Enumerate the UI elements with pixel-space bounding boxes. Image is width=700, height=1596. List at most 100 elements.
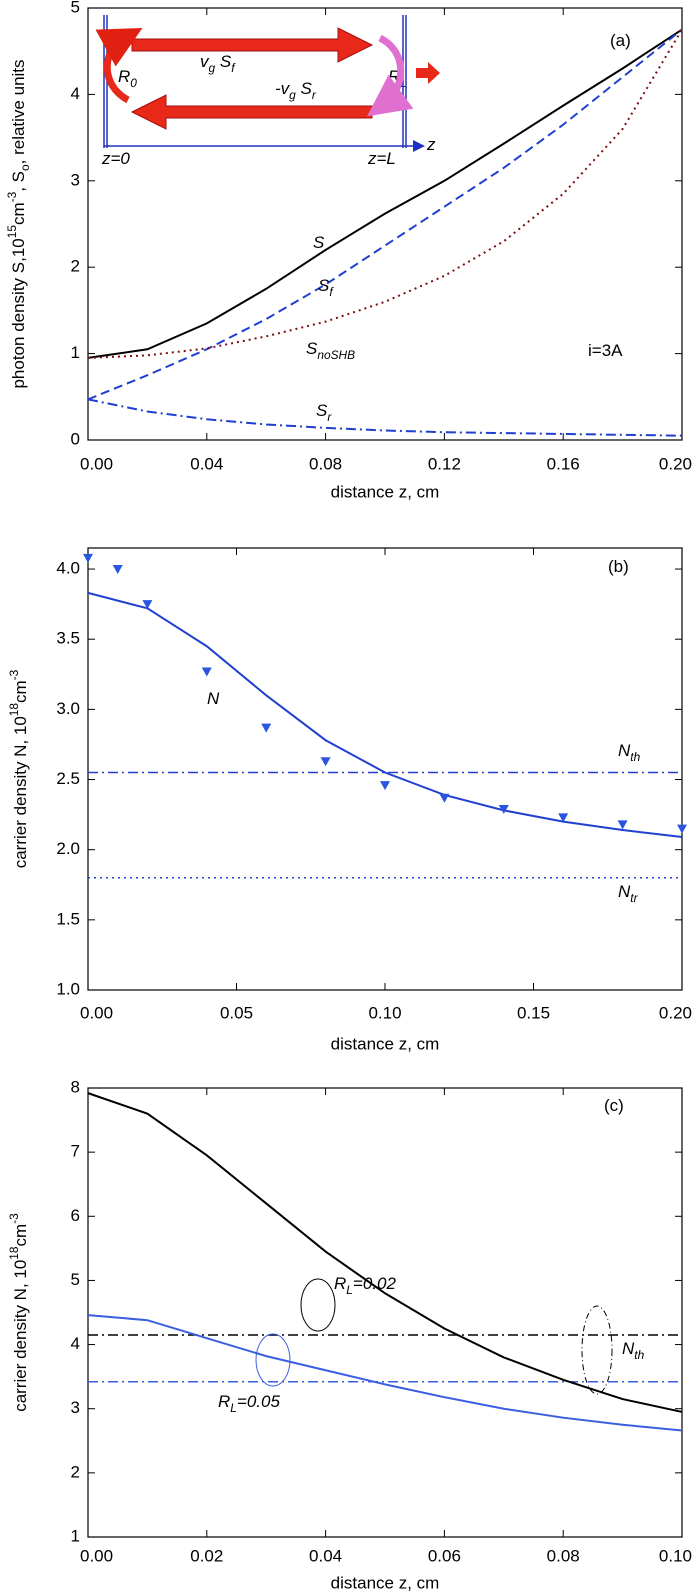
- label-part: cm: [11, 680, 30, 703]
- subscript: th: [630, 750, 640, 764]
- label: z=L: [367, 149, 396, 168]
- data-marker: [677, 824, 687, 834]
- subscript: L: [346, 1283, 353, 1297]
- x-tick-label: 0.00: [80, 1546, 113, 1565]
- data-marker: [83, 553, 93, 563]
- data-line: [87, 29, 683, 359]
- label: N: [207, 689, 220, 708]
- ellipses: [255, 1278, 613, 1395]
- label: R0: [118, 67, 137, 90]
- label: S: [313, 233, 325, 252]
- label: z: [426, 135, 436, 154]
- subscript: th: [634, 1348, 644, 1362]
- y-tick-label: 4: [71, 1334, 80, 1353]
- label-part: z=L: [367, 149, 396, 168]
- plot-frame: [87, 7, 683, 441]
- label-part: i=3A: [588, 341, 623, 360]
- superscript: 18: [7, 703, 21, 717]
- superscript: -3: [5, 191, 19, 202]
- y-tick-label: 3: [71, 170, 80, 189]
- label-part: =0.02: [353, 1274, 397, 1293]
- label: Sf: [318, 276, 334, 299]
- y-tick-label: 4: [71, 84, 80, 103]
- x-tick-label: 0.06: [428, 1546, 461, 1565]
- label-part: S: [318, 276, 330, 295]
- label: photon density S,1015cm-3, So, relative …: [5, 59, 32, 388]
- label: Ntr: [618, 882, 639, 905]
- label-part: N: [207, 689, 220, 708]
- data-marker: [142, 600, 153, 610]
- label-part: z=0: [101, 149, 130, 168]
- y-tick-label: 1.0: [56, 979, 80, 998]
- y-tick-label: 3: [71, 1398, 80, 1417]
- data-line: [87, 1092, 683, 1413]
- label-part: S: [313, 233, 325, 252]
- label-part: (c): [604, 1096, 624, 1115]
- label-part: N: [622, 1339, 635, 1358]
- label: vg Sf: [200, 52, 236, 75]
- data-marker: [261, 723, 272, 733]
- reflection-arrow: [367, 34, 414, 117]
- label-part: S: [306, 339, 318, 358]
- label: RL=0.05: [218, 1392, 280, 1415]
- label-part: cm: [9, 202, 28, 225]
- annotation-ellipse: [581, 1305, 613, 1395]
- subscript: o: [18, 164, 32, 171]
- superscript: -3: [7, 1213, 21, 1224]
- label-part: photon density S,10: [9, 238, 28, 388]
- subscript: noSHB: [317, 348, 355, 362]
- label-part: carrier density N, 10: [11, 716, 30, 868]
- annotation-ellipse: [255, 1333, 291, 1387]
- y-tick-label: 2: [71, 257, 80, 276]
- panel: 0.00 0.05 0.10 0.15 0.20 1.0 1.5 2.0 2.5 3.0 3.5 4.…: [7, 547, 692, 1053]
- label: Sr: [316, 401, 332, 424]
- plot-frame: [87, 547, 683, 991]
- label: SnoSHB: [306, 339, 355, 362]
- y-tick-label: 4.0: [56, 559, 80, 578]
- x-tick-label: 0.20: [659, 454, 692, 473]
- label-part: N: [618, 882, 631, 901]
- x-tick-label: 0.00: [80, 454, 113, 473]
- x-tick-label: 0.12: [428, 454, 461, 473]
- y-tick-label: 2.0: [56, 839, 80, 858]
- subscript: f: [231, 61, 236, 75]
- label-part: cm: [11, 1224, 30, 1247]
- label-part: N: [618, 741, 631, 760]
- y-tick-label: 1.5: [56, 909, 80, 928]
- x-axis-label: distance z, cm: [331, 1573, 440, 1592]
- data-marker: [558, 813, 569, 823]
- x-tick-label: 0.04: [190, 454, 223, 473]
- data-marker: [439, 793, 450, 803]
- subscript: L: [230, 1401, 237, 1415]
- data-line: [87, 1314, 683, 1432]
- y-tick-label: 0: [71, 429, 80, 448]
- subscript: g: [289, 88, 296, 102]
- label: z=0: [101, 149, 130, 168]
- x-tick-label: 0.05: [220, 1003, 253, 1022]
- label: RL=0.02: [334, 1274, 396, 1297]
- plot-frame: [87, 1087, 683, 1538]
- data-marker: [498, 804, 509, 814]
- label-part: S: [296, 79, 313, 98]
- label-part: R: [218, 1392, 230, 1411]
- y-tick-label: 3.5: [56, 629, 80, 648]
- label: i=3A: [588, 341, 623, 360]
- label-part: R: [118, 67, 130, 86]
- data-line: [87, 591, 683, 839]
- x-tick-label: 0.08: [309, 454, 342, 473]
- x-tick-label: 0.08: [547, 1546, 580, 1565]
- subscript: g: [209, 61, 216, 75]
- x-tick-label: 0.04: [309, 1546, 342, 1565]
- superscript: -3: [7, 669, 21, 680]
- label-part: carrier density N, 10: [11, 1260, 30, 1412]
- label: Nth: [618, 741, 641, 764]
- label: (b): [608, 557, 629, 576]
- y-tick-label: 6: [71, 1206, 80, 1225]
- label-part: v: [200, 52, 210, 71]
- y-tick-label: 1: [71, 343, 80, 362]
- subscript: 0: [130, 76, 137, 90]
- label: (a): [610, 31, 631, 50]
- subscript: tr: [630, 891, 638, 905]
